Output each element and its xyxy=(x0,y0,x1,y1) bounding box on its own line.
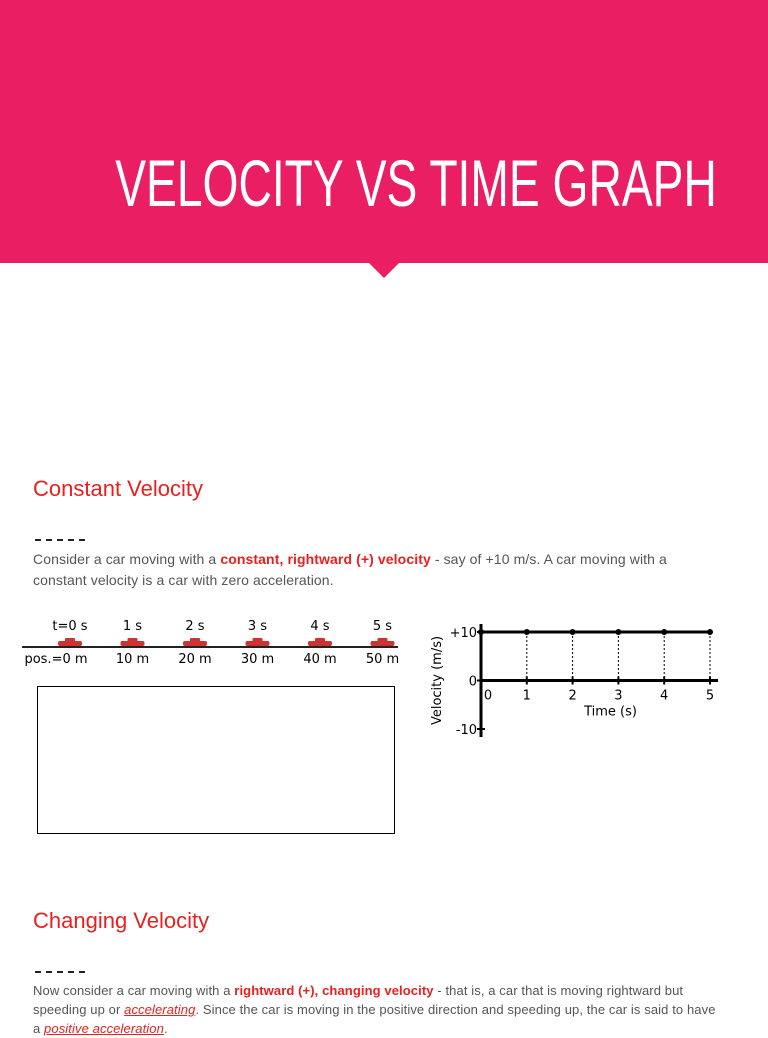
y-tick-label: +10 xyxy=(450,626,477,641)
text-run: Consider a car moving with a xyxy=(33,551,221,567)
y-tick-label: -10 xyxy=(456,723,477,738)
point xyxy=(707,629,713,635)
text-run: - say of +10 m/s. A car moving with a co… xyxy=(33,551,667,588)
divider xyxy=(35,971,85,975)
car-top xyxy=(127,638,138,642)
position-label: 20 m xyxy=(178,652,211,667)
car-top xyxy=(190,638,200,642)
paragraph: Now consider a car moving with a rightwa… xyxy=(33,981,723,1038)
position-label: 30 m xyxy=(241,652,274,667)
point xyxy=(478,629,484,635)
y-axis-label: Velocity (m/s) xyxy=(430,636,445,725)
position-label: pos.=0 m xyxy=(24,652,87,667)
time-label: t=0 s xyxy=(52,619,87,634)
point xyxy=(661,629,668,635)
position-label: 40 m xyxy=(303,652,336,667)
section-heading: Constant Velocity xyxy=(33,476,203,501)
point xyxy=(523,629,530,635)
car xyxy=(58,641,82,646)
text-run: constant, rightward (+) velocity xyxy=(220,551,431,567)
header-notch xyxy=(368,262,400,278)
x-axis-label: Time (s) xyxy=(583,705,637,720)
x-tick-label: 3 xyxy=(614,689,622,704)
x-tick-label: 2 xyxy=(568,689,576,704)
time-label: 1 s xyxy=(123,619,142,634)
car xyxy=(120,641,145,646)
time-label: 2 s xyxy=(185,619,204,634)
car-top xyxy=(252,638,263,642)
text-run: . xyxy=(163,1021,168,1036)
car xyxy=(370,641,395,646)
velocity-graph: +10 0 -10 0 1 2 3 4 5 Time (s) Velocity (m/s) xyxy=(430,624,718,738)
x-tick-label: 1 xyxy=(523,689,531,704)
car-top xyxy=(377,638,388,642)
text-run: rightward (+), changing velocity xyxy=(234,983,434,998)
paragraph: Consider a car moving with a constant, r… xyxy=(33,549,723,591)
point xyxy=(569,629,576,635)
empty-box xyxy=(37,686,395,834)
text-run[interactable]: accelerating xyxy=(124,1002,196,1017)
y-tick-label: 0 xyxy=(469,675,477,690)
car xyxy=(308,641,332,646)
car xyxy=(245,641,270,646)
time-label: 3 s xyxy=(248,619,267,634)
car-figure: t=0 s pos.=0 m 1 s 10 m 2 s 20 m 3 s 30 m 4 s 40 … xyxy=(22,619,399,667)
text-run: - that is, a car that is moving rightwar… xyxy=(33,983,684,1017)
title: VELOCITY VS TIME GRAPH xyxy=(115,146,717,220)
divider xyxy=(35,539,85,543)
position-label: 50 m xyxy=(366,652,399,667)
x-tick-label: 4 xyxy=(660,689,668,704)
car-top xyxy=(65,638,75,642)
position-label: 10 m xyxy=(116,652,149,667)
text-run: Now consider a car moving with a xyxy=(33,983,235,998)
time-label: 5 s xyxy=(373,619,392,634)
car-top xyxy=(315,638,325,642)
point xyxy=(615,629,622,635)
car xyxy=(183,641,207,646)
header: VELOCITY VS TIME GRAPH xyxy=(0,0,768,263)
x-tick-label: 5 xyxy=(706,689,714,704)
section-heading: Changing Velocity xyxy=(33,908,210,933)
x-tick-label: 0 xyxy=(484,689,492,704)
text-run[interactable]: positive acceleration xyxy=(44,1021,164,1036)
time-label: 4 s xyxy=(310,619,329,634)
